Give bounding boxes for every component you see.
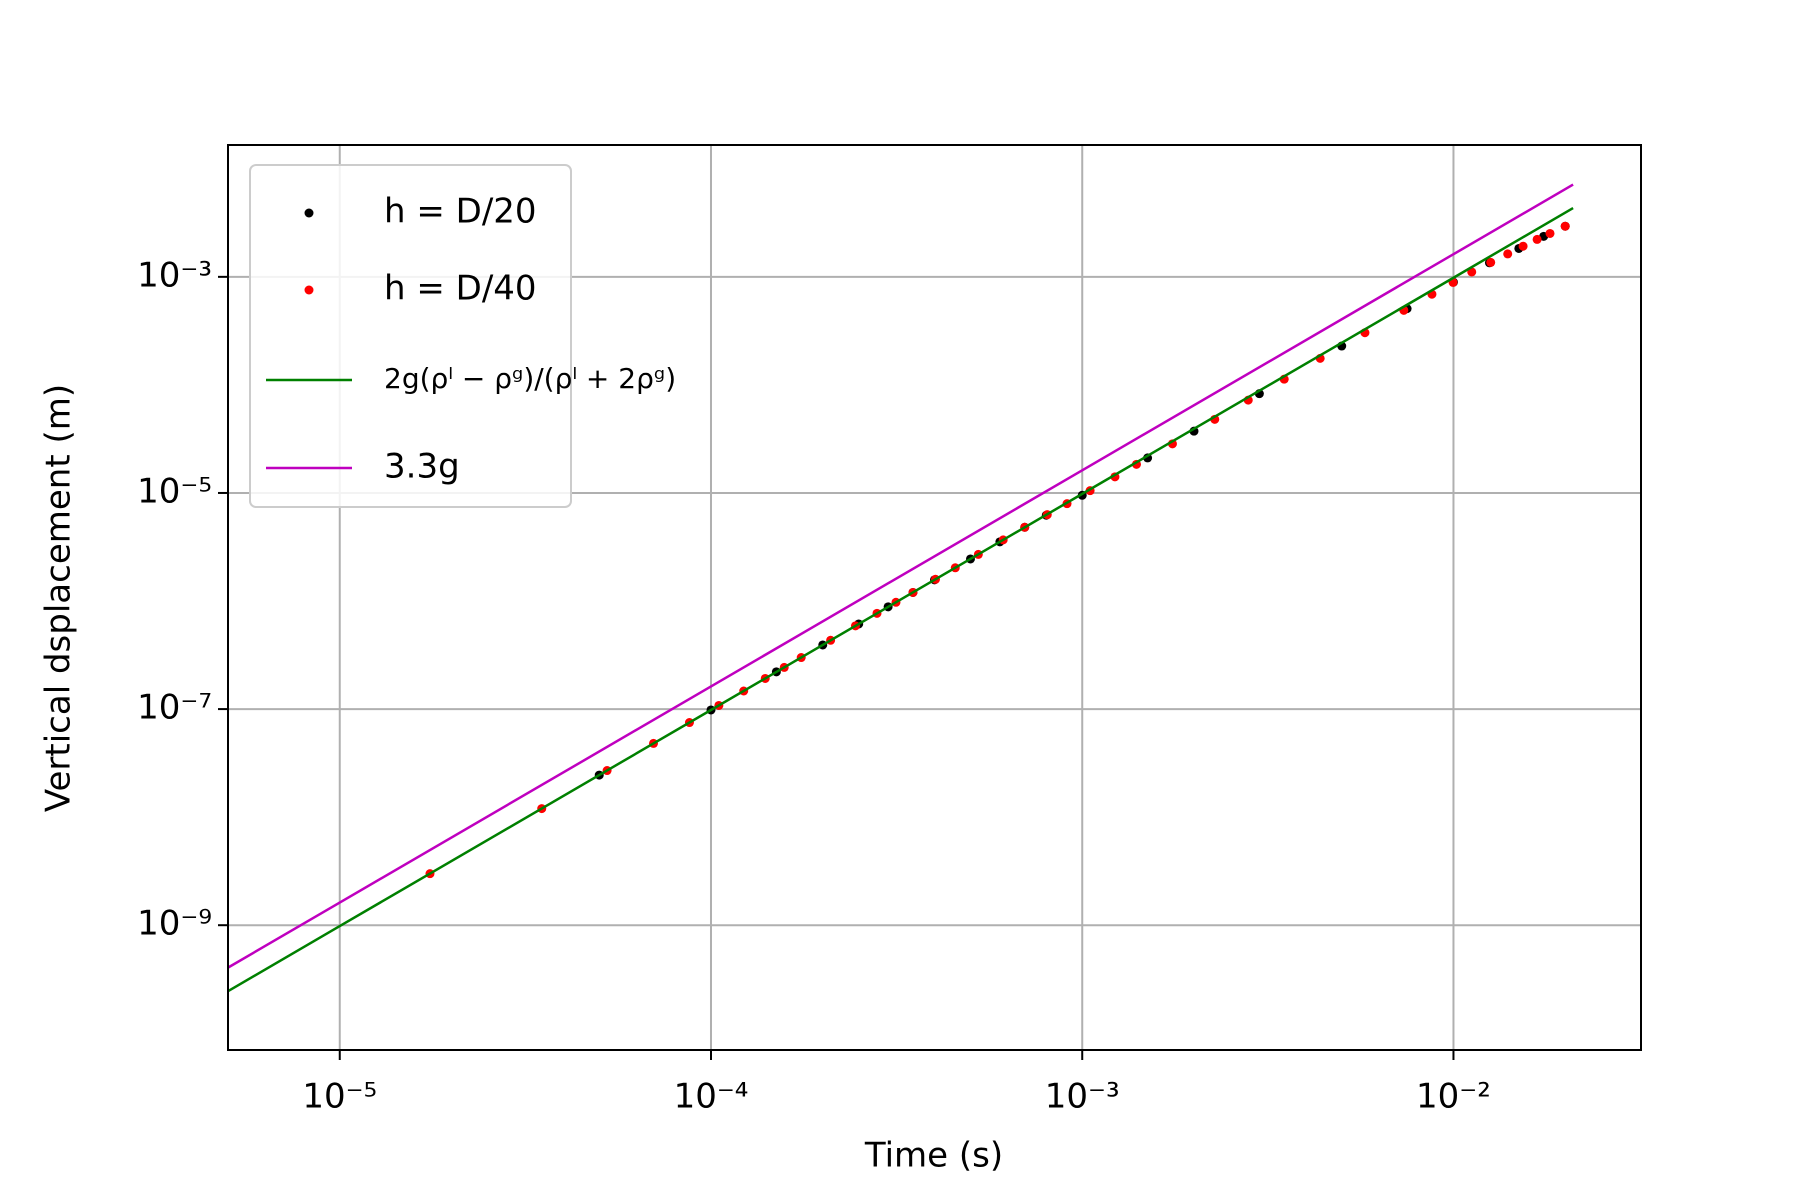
y-tick-label: 10⁻⁹	[137, 904, 212, 944]
y-tick-label: 10⁻⁷	[137, 688, 212, 728]
y-tick-label: 10⁻³	[137, 255, 212, 295]
plot-area	[228, 183, 1574, 993]
series-line	[228, 206, 1574, 993]
data-point	[1486, 257, 1496, 267]
data-point	[1532, 234, 1542, 244]
y-axis-label: Vertical dsplacement (m)	[39, 384, 79, 812]
y-tick-label: 10⁻⁵	[137, 471, 212, 511]
x-tick-label: 10⁻³	[1045, 1077, 1120, 1117]
legend-label: 3.3g	[384, 447, 460, 487]
legend-marker	[304, 285, 314, 295]
data-point	[1503, 249, 1513, 259]
axes-frame	[227, 144, 1642, 1051]
data-point	[1545, 228, 1555, 238]
data-point	[1518, 241, 1528, 251]
x-tick-label: 10⁻⁴	[674, 1077, 749, 1117]
legend-label: 2g(ρˡ − ρᵍ)/(ρˡ + 2ρᵍ)	[384, 362, 676, 395]
data-point	[1560, 221, 1570, 231]
legend-marker	[304, 208, 314, 218]
x-axis-label: Time (s)	[864, 1136, 1003, 1176]
legend-label: h = D/40	[384, 269, 537, 309]
series-line	[228, 183, 1574, 969]
legend-label: h = D/20	[384, 192, 537, 232]
x-tick-label: 10⁻²	[1416, 1077, 1491, 1117]
x-tick-label: 10⁻⁵	[302, 1077, 377, 1117]
legend-box	[249, 164, 572, 508]
